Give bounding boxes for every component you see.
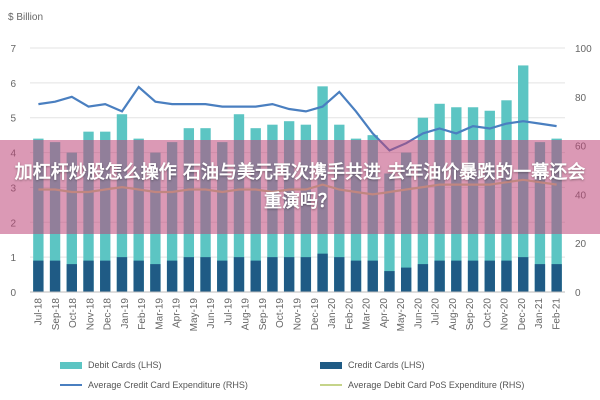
y-left-tick-label: 7 — [10, 44, 16, 55]
x-tick-label: Jul-20 — [431, 298, 442, 326]
bar-credit-cards — [434, 260, 445, 292]
x-tick-label: Jul-18 — [34, 298, 45, 326]
legend-swatch-avg-debit — [320, 384, 342, 386]
x-tick-label: Oct-20 — [482, 298, 493, 328]
x-tick-label: May-20 — [396, 298, 407, 332]
bar-credit-cards — [83, 260, 94, 292]
bar-credit-cards — [484, 260, 495, 292]
x-tick-label: Jun-19 — [206, 298, 217, 329]
y-left-tick-label: 6 — [10, 79, 16, 90]
bar-credit-cards — [501, 260, 512, 292]
x-tick-label: Dec-18 — [103, 298, 114, 331]
legend-swatch-avg-credit — [60, 384, 82, 386]
x-tick-label: Sep-20 — [465, 298, 476, 331]
x-tick-label: May-19 — [189, 298, 200, 332]
bar-credit-cards — [33, 260, 44, 292]
chart-legend: Debit Cards (LHS) Credit Cards (LHS) Ave… — [60, 360, 580, 400]
x-tick-label: Dec-19 — [310, 298, 321, 331]
y-right-tick-label: 20 — [575, 239, 587, 250]
x-tick-label: Feb-20 — [344, 298, 355, 330]
bar-credit-cards — [166, 260, 178, 292]
x-tick-label: Mar-20 — [362, 298, 373, 330]
x-tick-label: Oct-19 — [275, 298, 286, 328]
x-tick-label: Oct-18 — [68, 298, 79, 328]
bar-credit-cards — [217, 260, 228, 292]
bar-credit-cards — [350, 260, 362, 292]
x-tick-label: Nov-18 — [85, 298, 96, 331]
bar-credit-cards — [400, 267, 412, 292]
bar-credit-cards — [250, 260, 261, 292]
legend-label-avg-debit: Average Debit Card PoS Expenditure (RHS) — [348, 380, 525, 390]
x-tick-label: Jul-19 — [223, 298, 234, 326]
legend-label-avg-credit: Average Credit Card Expenditure (RHS) — [88, 380, 248, 390]
x-tick-label: Feb-19 — [137, 298, 148, 330]
y-axis-unit-label: $ Billion — [8, 12, 43, 23]
bar-credit-cards — [116, 257, 128, 292]
legend-swatch-credit-cards — [320, 361, 342, 369]
bar-credit-cards — [150, 264, 161, 292]
bar-credit-cards — [49, 260, 61, 292]
x-tick-label: Nov-20 — [500, 298, 511, 331]
x-tick-label: Nov-19 — [293, 298, 304, 331]
legend-item-avg-debit: Average Debit Card PoS Expenditure (RHS) — [320, 380, 524, 390]
bar-credit-cards — [233, 257, 245, 292]
bar-credit-cards — [183, 257, 195, 292]
bar-credit-cards — [417, 264, 429, 292]
bar-credit-cards — [384, 271, 395, 292]
x-tick-label: Sep-18 — [51, 298, 62, 331]
y-right-tick-label: 80 — [575, 93, 587, 104]
x-tick-label: Aug-20 — [448, 298, 459, 331]
y-right-tick-label: 0 — [575, 288, 581, 299]
x-tick-label: Apr-20 — [379, 298, 390, 328]
legend-item-credit-cards: Credit Cards (LHS) — [320, 360, 425, 370]
bar-credit-cards — [133, 260, 144, 292]
x-tick-label: Mar-19 — [154, 298, 165, 330]
bar-credit-cards — [283, 257, 295, 292]
bar-credit-cards — [100, 260, 111, 292]
bar-credit-cards — [551, 264, 562, 292]
y-right-tick-label: 100 — [575, 44, 592, 55]
x-tick-label: Dec-20 — [517, 298, 528, 331]
bar-credit-cards — [451, 260, 462, 292]
x-tick-label: Jan-19 — [120, 298, 131, 329]
legend-swatch-debit-cards — [60, 361, 82, 369]
x-tick-label: Sep-19 — [258, 298, 269, 331]
bar-credit-cards — [267, 257, 278, 292]
legend-label-credit-cards: Credit Cards (LHS) — [348, 360, 425, 370]
bar-credit-cards — [200, 257, 211, 292]
x-tick-label: Jan-20 — [327, 298, 338, 329]
bar-credit-cards — [467, 260, 479, 292]
bar-credit-cards — [317, 253, 328, 292]
bar-credit-cards — [534, 264, 546, 292]
bar-credit-cards — [367, 260, 378, 292]
legend-item-debit-cards: Debit Cards (LHS) — [60, 360, 162, 370]
y-left-tick-label: 5 — [10, 114, 16, 125]
x-tick-label: Jun-20 — [413, 298, 424, 329]
x-tick-label: Jan-21 — [534, 298, 545, 329]
x-tick-label: Feb-21 — [551, 298, 562, 330]
legend-item-avg-credit: Average Credit Card Expenditure (RHS) — [60, 380, 248, 390]
headline-text: 加杠杆炒股怎么操作 石油与美元再次携手共进 去年油价暴跌的一幕还会重演吗？ — [14, 162, 586, 212]
y-left-tick-label: 0 — [10, 288, 16, 299]
headline-banner: 加杠杆炒股怎么操作 石油与美元再次携手共进 去年油价暴跌的一幕还会重演吗？ — [0, 140, 600, 234]
line-avg-credit-expenditure — [38, 85, 557, 152]
y-left-tick-label: 1 — [10, 253, 16, 264]
x-tick-label: Aug-19 — [241, 298, 252, 331]
bar-credit-cards — [334, 257, 345, 292]
legend-label-debit-cards: Debit Cards (LHS) — [88, 360, 162, 370]
bar-credit-cards — [518, 257, 529, 292]
bar-credit-cards — [300, 257, 312, 292]
x-tick-label: Apr-19 — [172, 298, 183, 328]
bar-credit-cards — [66, 264, 77, 292]
